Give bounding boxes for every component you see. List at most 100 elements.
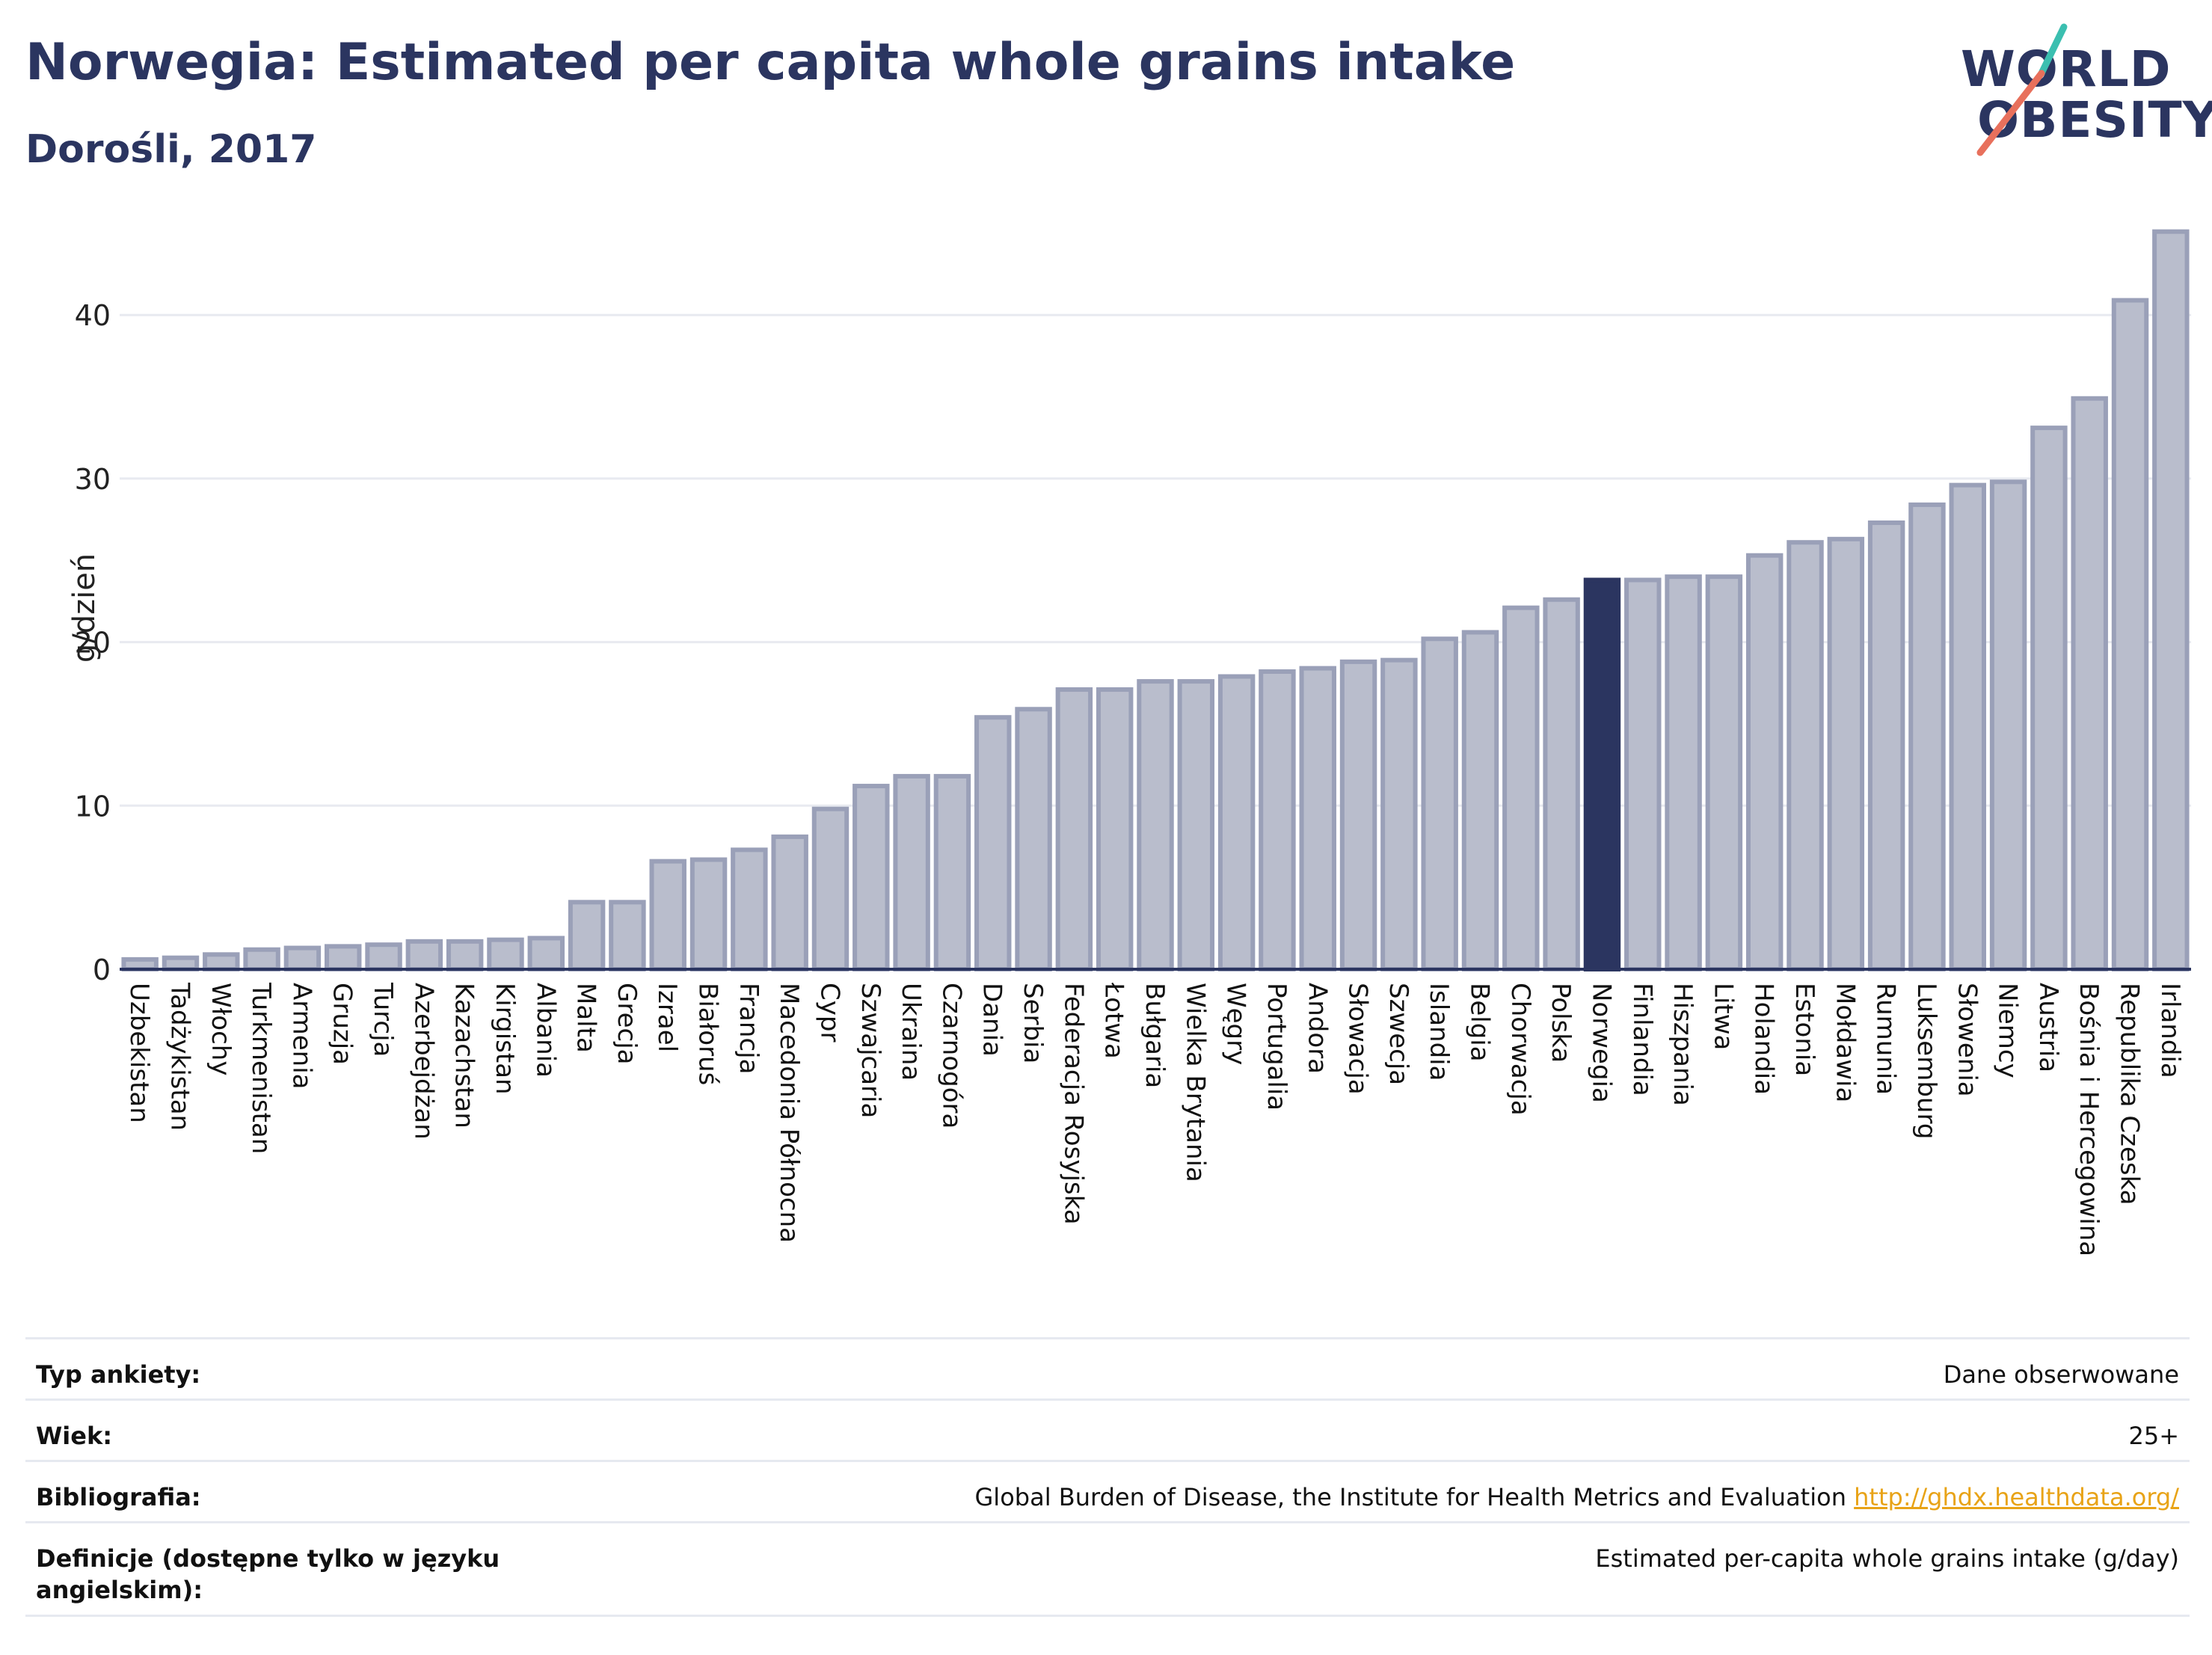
bar-turkmenistan	[243, 947, 280, 971]
x-tick-label: Kazachstan	[449, 983, 479, 1129]
x-tick-label: Bośnia i Hercegowina	[2074, 983, 2104, 1256]
x-tick-label: Estonia	[1789, 983, 1819, 1076]
x-tick-label: Federacja Rosyjska	[1058, 983, 1088, 1225]
bar-bułgaria	[1137, 679, 1174, 971]
x-tick-label: Serbia	[1018, 983, 1048, 1063]
bar-rumunia	[1867, 520, 1905, 971]
bar-kirgistan	[487, 937, 524, 971]
x-tick-label: Słowenia	[1952, 983, 1982, 1097]
bar-macedonia-północna	[771, 834, 808, 972]
bar-armenia	[283, 945, 322, 972]
x-tick-label: Tadżykistan	[165, 982, 194, 1131]
bar-węgry	[1217, 674, 1256, 971]
x-tick-label: Włochy	[206, 983, 236, 1075]
world-obesity-logo: WORLD OBESITY	[1952, 21, 2212, 163]
x-tick-label: Bułgaria	[1140, 983, 1170, 1088]
x-tick-label: Mołdawia	[1830, 983, 1860, 1102]
x-tick-label: Polska	[1546, 983, 1576, 1063]
bar-azerbejdżan	[405, 939, 443, 972]
x-tick-label: Uzbekistan	[124, 983, 154, 1123]
bar-białoruś	[689, 857, 728, 971]
x-tick-label: Cypr	[814, 983, 844, 1042]
x-tick-labels: Uzbekistan Tadżykistan Włochy Turkmenistan A…	[124, 982, 2185, 1256]
bar-holandia	[1745, 553, 1784, 971]
bar-republika-czeska	[2111, 298, 2149, 971]
metadata-table: Typ ankiety: Dane obserwowane Wiek: 25+ Bibl…	[25, 1337, 2190, 1617]
source-link[interactable]: http://ghdx.healthdata.org/	[1854, 1483, 2179, 1511]
x-tick-label: Belgia	[1465, 983, 1495, 1062]
bar-ukraina	[893, 773, 930, 971]
metadata-value: 25+	[2128, 1422, 2179, 1450]
x-tick-label: Luksemburg	[1911, 983, 1941, 1139]
y-tick-label: 40	[75, 299, 111, 332]
x-tick-label: Armenia	[286, 983, 316, 1090]
bar-cypr	[811, 806, 850, 971]
y-tick-label: 0	[93, 954, 111, 986]
metadata-value: Estimated per-capita whole grains intake…	[1595, 1544, 2179, 1573]
bar-włochy	[203, 952, 240, 971]
bar-andora	[1299, 666, 1336, 971]
x-tick-label: Dania	[977, 983, 1007, 1057]
x-tick-label: Norwegia	[1586, 983, 1616, 1103]
bar-słowenia	[1949, 482, 1987, 971]
bar-chart: 0 10 20 30 40 Uzbekistan Tadżykistan Włochy Tur…	[75, 229, 2191, 1256]
x-tick-label: Holandia	[1749, 983, 1779, 1095]
bar-bośnia-i-hercegowina	[2071, 396, 2108, 971]
x-tick-label: Francja	[734, 983, 764, 1074]
x-tick-label: Macedonia Północna	[774, 983, 804, 1243]
x-tick-label: Niemcy	[1993, 983, 2023, 1078]
bar-chorwacja	[1502, 605, 1540, 971]
bar-federacja-rosyjska	[1055, 687, 1093, 972]
x-tick-label: Andora	[1302, 983, 1332, 1074]
bar-belgia	[1461, 630, 1499, 971]
bar-izrael	[649, 859, 686, 972]
x-tick-label: Austria	[2033, 983, 2063, 1072]
x-tick-label: Chorwacja	[1505, 983, 1535, 1116]
y-tick-label: 10	[75, 790, 111, 823]
bar-austria	[2030, 426, 2068, 971]
x-tick-label: Turcja	[368, 982, 398, 1057]
bar-estonia	[1787, 540, 1824, 971]
chart-subtitle: Dorośli, 2017	[25, 127, 317, 172]
bar-hiszpania	[1665, 574, 1702, 971]
bar-litwa	[1705, 574, 1743, 971]
x-tick-label: Słowacja	[1343, 983, 1373, 1095]
bar-finlandia	[1624, 577, 1662, 971]
y-tick-labels: 0 10 20 30 40	[75, 299, 111, 986]
metadata-key: Bibliografia:	[36, 1483, 201, 1511]
metadata-row: Wiek: 25+	[25, 1398, 2190, 1460]
bar-francja	[731, 847, 768, 971]
metadata-key: Definicje (dostępne tylko w języku angie…	[36, 1544, 500, 1604]
y-tick-label: 30	[75, 463, 111, 496]
x-tick-label: Portugalia	[1262, 983, 1291, 1111]
bar-albania	[527, 936, 565, 972]
bar-kazachstan	[446, 939, 484, 972]
bar-niemcy	[1989, 479, 2027, 971]
bar-serbia	[1015, 707, 1052, 971]
bar-słowacja	[1339, 659, 1377, 971]
x-tick-label: Malta	[571, 983, 601, 1053]
metadata-key: Typ ankiety:	[36, 1360, 201, 1389]
x-tick-label: Kirgistan	[490, 983, 520, 1095]
bar-polska	[1543, 597, 1580, 971]
x-tick-label: Ukraina	[896, 983, 926, 1081]
bar-turcja	[365, 942, 402, 972]
x-tick-label: Izrael	[652, 983, 682, 1052]
bar-dania	[974, 715, 1012, 971]
bar-szwajcaria	[852, 784, 890, 972]
bar-malta	[568, 900, 606, 972]
chart-title: Norwegia: Estimated per capita whole gra…	[25, 33, 1516, 92]
x-tick-label: Czarnogóra	[936, 983, 966, 1129]
x-tick-label: Wielka Brytania	[1180, 983, 1210, 1182]
metadata-row: Typ ankiety: Dane obserwowane	[25, 1337, 2190, 1398]
x-tick-label: Litwa	[1708, 983, 1738, 1050]
bar-szwecja	[1380, 657, 1418, 971]
x-tick-label: Islandia	[1424, 983, 1454, 1081]
x-tick-label: Węgry	[1221, 983, 1251, 1065]
bar-grecja	[609, 900, 646, 972]
metadata-row: Bibliografia: Global Burden of Disease, t…	[25, 1460, 2190, 1521]
bar-norwegia	[1583, 577, 1621, 971]
x-tick-label: Republika Czeska	[2115, 983, 2145, 1206]
bar-czarnogóra	[933, 773, 971, 971]
bar-irlandia	[2152, 229, 2190, 971]
